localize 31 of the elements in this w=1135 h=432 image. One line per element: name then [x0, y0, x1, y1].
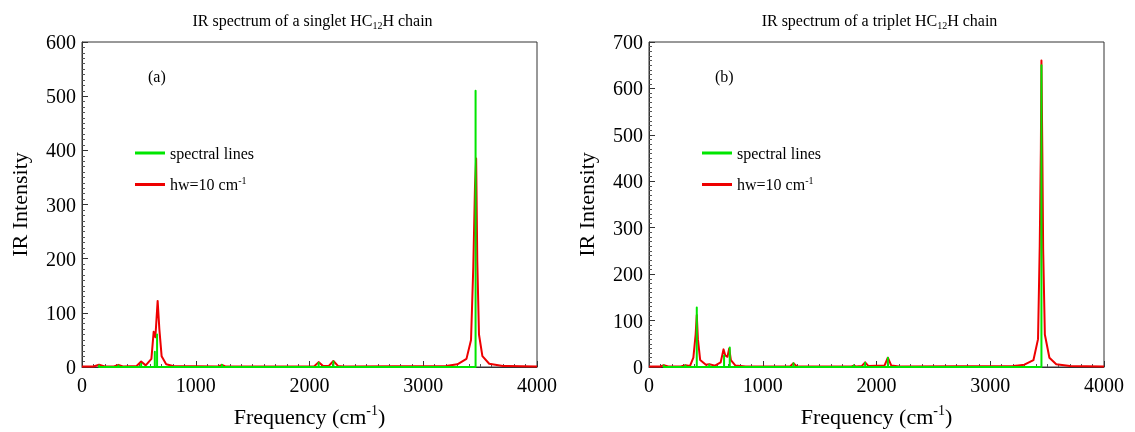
y-tick-label: 600	[613, 77, 643, 100]
x-tick-label: 4000	[1084, 374, 1124, 396]
y-tick-label: 200	[46, 247, 76, 270]
x-tick-label: 2000	[289, 374, 330, 396]
line-series	[98, 89, 477, 368]
y-tick-label: 700	[613, 31, 643, 53]
y-axis-title: IR Intensity	[573, 152, 599, 257]
legend-label: spectral lines	[170, 144, 254, 163]
y-tick-label: 300	[613, 216, 643, 239]
y-tick-label: 300	[46, 193, 76, 216]
y-tick-label: 500	[46, 85, 76, 108]
y-tick-label: 600	[46, 31, 76, 53]
y-tick-label: 0	[633, 356, 643, 378]
legend-label: spectral lines	[737, 144, 821, 163]
y-tick-label: 400	[46, 139, 76, 162]
y-tick-label: 100	[46, 301, 76, 324]
y-tick-label: 200	[613, 263, 643, 286]
line-series	[662, 64, 1043, 368]
x-tick-label: 4000	[517, 374, 557, 396]
annotation: (b)	[715, 67, 734, 86]
x-tick-label: 3000	[970, 374, 1011, 396]
y-axis-title: IR Intensity	[6, 152, 32, 257]
x-tick-label: 3000	[403, 374, 444, 396]
y-tick-label: 400	[613, 170, 643, 193]
y-tick-label: 0	[66, 356, 76, 378]
x-tick-label: 1000	[175, 374, 216, 396]
x-tick-label: 1000	[742, 374, 783, 396]
y-tick-label: 500	[613, 123, 643, 146]
annotation: (a)	[148, 67, 166, 86]
y-tick-label: 100	[613, 309, 643, 332]
x-tick-label: 2000	[856, 374, 897, 396]
